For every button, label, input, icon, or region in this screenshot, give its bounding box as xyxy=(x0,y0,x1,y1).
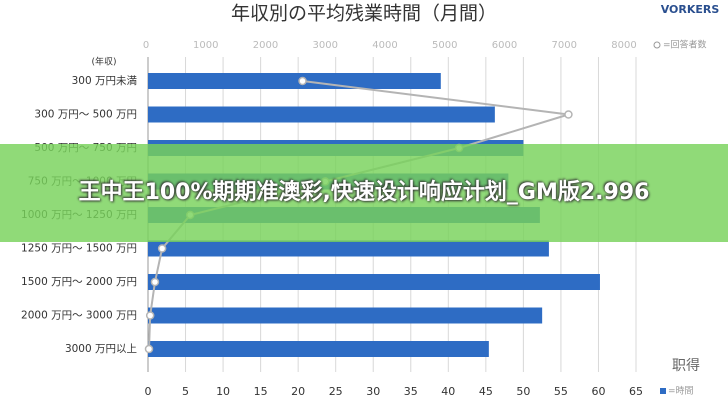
x-tick-label: 10 xyxy=(216,385,230,398)
x-tick-label: 5 xyxy=(182,385,189,398)
x-tick-label: 15 xyxy=(254,385,268,398)
bar xyxy=(148,73,441,89)
point xyxy=(157,244,167,253)
point xyxy=(144,344,154,354)
bar xyxy=(148,106,495,123)
y-tick-label: 1500 万円～ 2000 万円 xyxy=(21,276,137,288)
x-tick-label: 55 xyxy=(554,385,568,398)
x-tick-label: 50 xyxy=(516,385,530,398)
x-tick-label: 35 xyxy=(404,385,418,398)
legend-label: =時間 xyxy=(668,386,694,397)
x-tick-label: 25 xyxy=(329,385,343,398)
point xyxy=(150,277,160,287)
x-tick-label: 30 xyxy=(366,385,380,398)
bar xyxy=(148,240,549,257)
bar xyxy=(148,274,600,290)
x-tick-label: 40 xyxy=(441,385,455,398)
x-tick-label: 0 xyxy=(145,385,152,398)
x2-tick-label: 2000 xyxy=(253,40,278,51)
legend-icon xyxy=(653,41,661,49)
banner-text: 王中王100%期期准澳彩,快速设计响应计划_GM版2.996 xyxy=(78,180,650,205)
x2-tick-label: 5000 xyxy=(432,40,457,51)
x2-tick-label: 7000 xyxy=(552,40,577,51)
x2-tick-label: 3000 xyxy=(313,40,338,51)
x2-tick-label: 0 xyxy=(143,40,149,51)
point xyxy=(564,110,573,119)
bar xyxy=(148,307,543,324)
x-tick-label: 60 xyxy=(591,385,605,398)
x2-tick-label: 6000 xyxy=(492,40,517,51)
y-tick-label: 3000 万円以上 xyxy=(65,343,137,355)
x2-tick-label: 8000 xyxy=(611,40,636,51)
legend-icon xyxy=(660,388,666,394)
bar xyxy=(148,341,489,357)
watermark: 职得 xyxy=(672,357,700,374)
x2-tick-label: 4000 xyxy=(372,40,397,51)
x-tick-label: 20 xyxy=(291,385,305,398)
legend-label: =回答者数 xyxy=(663,39,707,51)
y-tick-label: 2000 万円～ 3000 万円 xyxy=(21,310,137,322)
banner: 王中王100%期期准澳彩,快速设计响应计划_GM版2.996 xyxy=(0,144,728,242)
y-axis-label: (年収) xyxy=(91,56,116,68)
x-tick-label: 65 xyxy=(629,385,643,398)
x-tick-label: 45 xyxy=(479,385,493,398)
y-tick-label: 1250 万円～ 1500 万円 xyxy=(21,243,137,255)
chart-title: 年収別の平均残業時間（月間） xyxy=(231,3,497,25)
x2-tick-label: 1000 xyxy=(193,40,218,51)
y-tick-label: 300 万円～ 500 万円 xyxy=(34,109,137,121)
point xyxy=(145,311,155,320)
y-tick-label: 300 万円未満 xyxy=(72,75,138,87)
point xyxy=(298,76,307,86)
logo: VORKERS xyxy=(661,3,720,16)
